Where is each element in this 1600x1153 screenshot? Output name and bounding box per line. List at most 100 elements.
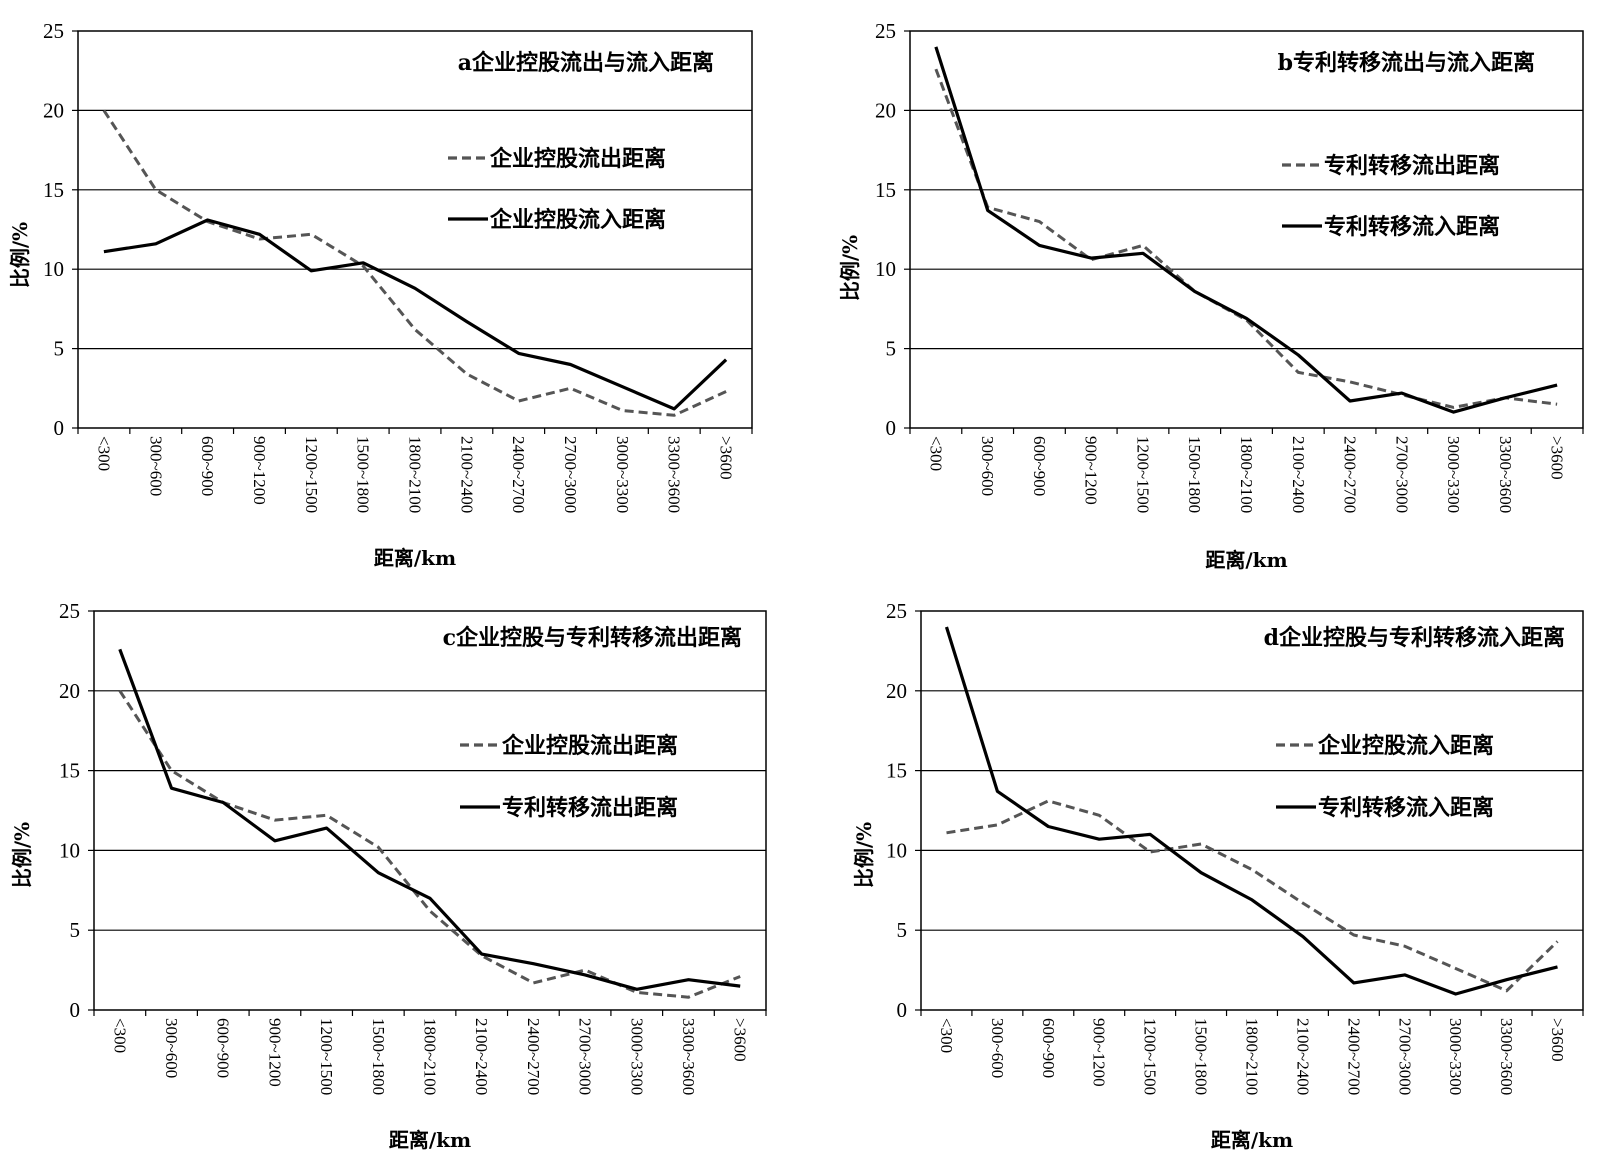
- x-tick-label: 3300~3600: [1496, 436, 1515, 513]
- y-axis-label: 比例/%: [838, 235, 862, 301]
- series-line-dashed: [934, 68, 1558, 409]
- x-tick-label: 1200~1500: [317, 1018, 336, 1095]
- plot-frame: [920, 610, 1584, 1011]
- x-tick-label: <300: [926, 436, 945, 471]
- chart-title: d企业控股与专利转移流入距离: [1264, 625, 1565, 651]
- y-tick-label: 10: [886, 838, 907, 862]
- y-tick-label: 25: [886, 599, 907, 623]
- x-tick-label: 2700~3000: [561, 436, 580, 513]
- x-tick-label: >3600: [717, 436, 736, 480]
- y-tick-label: 5: [897, 918, 908, 942]
- y-tick-label: 15: [43, 178, 64, 202]
- x-tick-label: 1800~2100: [1237, 436, 1256, 513]
- y-tick-label: 0: [54, 416, 65, 440]
- x-tick-label: 3300~3600: [1497, 1018, 1516, 1095]
- x-tick-label: 1500~1800: [369, 1018, 388, 1095]
- series-line-dashed: [946, 799, 1559, 993]
- x-tick-label: <300: [94, 436, 113, 471]
- x-tick-label: 600~900: [1039, 1018, 1058, 1078]
- y-tick-label: 5: [886, 337, 897, 361]
- chart-title: b专利转移流出与流入距离: [1278, 50, 1535, 76]
- y-tick-label: 15: [886, 759, 907, 783]
- y-tick-label: 20: [886, 679, 907, 703]
- plot-frame: [93, 610, 767, 1011]
- y-tick-label: 10: [875, 257, 896, 281]
- x-tick-label: 2700~3000: [1392, 436, 1411, 513]
- chart-panel-a: 0 5 10 15 20 25 <300 300~600 600~900 900~1200 1200…: [8, 19, 753, 570]
- x-tick-label: 3000~3300: [1444, 436, 1463, 513]
- y-tick-label: 25: [59, 599, 80, 623]
- x-tick-label: 2100~2400: [1289, 436, 1308, 513]
- y-tick-label: 0: [897, 998, 908, 1022]
- x-tick-label: 2400~2700: [524, 1018, 543, 1095]
- series-line-solid: [944, 626, 1558, 996]
- y-tick-label: 10: [43, 257, 64, 281]
- y-tick-label: 10: [59, 838, 80, 862]
- series-line-solid: [934, 46, 1558, 414]
- x-tick-label: >3600: [731, 1018, 750, 1062]
- x-tick-label: 1500~1800: [354, 436, 373, 513]
- y-tick-label: 15: [875, 178, 896, 202]
- x-tick-label: 1200~1500: [1133, 436, 1152, 513]
- legend-label: 专利转移流入距离: [1318, 795, 1494, 821]
- series-line-solid: [103, 218, 728, 411]
- x-tick-label: 1800~2100: [1243, 1018, 1262, 1095]
- chart-title: a企业控股流出与流入距离: [458, 50, 714, 76]
- x-tick-label: >3600: [1548, 1018, 1567, 1062]
- x-tick-label: 2400~2700: [509, 436, 528, 513]
- x-tick-label: <300: [937, 1018, 956, 1053]
- legend-label: 企业控股流出距离: [489, 146, 666, 172]
- x-tick-label: <300: [110, 1018, 129, 1053]
- x-tick-label: 2100~2400: [457, 436, 476, 513]
- plot-frame: [77, 30, 753, 429]
- y-tick-label: 5: [54, 337, 65, 361]
- x-tick-label: 2100~2400: [1293, 1018, 1312, 1095]
- legend-label: 专利转移流入距离: [1324, 214, 1500, 240]
- x-tick-label: 300~600: [988, 1018, 1007, 1078]
- legend-label: 企业控股流入距离: [489, 207, 666, 233]
- x-tick-label: 300~600: [978, 436, 997, 496]
- y-tick-label: 5: [70, 918, 81, 942]
- y-axis-label: 比例/%: [8, 222, 32, 288]
- x-tick-label: 3000~3300: [627, 1018, 646, 1095]
- legend-label: 企业控股流出距离: [501, 733, 678, 759]
- y-axis-label: 比例/%: [10, 822, 34, 888]
- x-tick-label: 3300~3600: [679, 1018, 698, 1095]
- x-tick-label: 1800~2100: [406, 436, 425, 513]
- y-tick-label: 0: [70, 998, 81, 1022]
- x-tick-label: 2400~2700: [1344, 1018, 1363, 1095]
- chart-panel-c: 0 5 10 15 20 25 <300 300~600 600~900 900~1200 1200…: [10, 599, 767, 1152]
- x-tick-label: 2700~3000: [576, 1018, 595, 1095]
- x-tick-label: 300~600: [162, 1018, 181, 1078]
- legend-label: 专利转移流出距离: [502, 795, 678, 821]
- x-tick-label: 1500~1800: [1192, 1018, 1211, 1095]
- x-tick-label: 900~1200: [265, 1018, 284, 1087]
- y-tick-label: 0: [886, 416, 897, 440]
- x-axis-label: 距离/km: [1205, 548, 1287, 572]
- x-tick-label: 2100~2400: [472, 1018, 491, 1095]
- legend-label: 企业控股流入距离: [1317, 733, 1494, 759]
- plot-frame: [909, 30, 1584, 429]
- x-tick-label: 900~1200: [250, 436, 269, 505]
- x-tick-label: 1200~1500: [1141, 1018, 1160, 1095]
- y-tick-label: 25: [43, 19, 64, 43]
- y-tick-label: 15: [59, 759, 80, 783]
- x-tick-label: 2700~3000: [1395, 1018, 1414, 1095]
- x-tick-label: >3600: [1548, 436, 1567, 480]
- y-tick-label: 20: [43, 98, 64, 122]
- x-tick-label: 1800~2100: [421, 1018, 440, 1095]
- legend-label: 专利转移流出距离: [1324, 153, 1500, 179]
- x-tick-label: 900~1200: [1090, 1018, 1109, 1087]
- chart-panel-b: 0 5 10 15 20 25 <300 300~600 600~900 900~1200 1200…: [838, 19, 1584, 572]
- y-tick-label: 20: [59, 679, 80, 703]
- x-tick-label: 3300~3600: [665, 436, 684, 513]
- x-tick-label: 3000~3300: [613, 436, 632, 513]
- x-axis-label: 距离/km: [374, 546, 456, 570]
- chart-panel-d: 0 5 10 15 20 25 <300 300~600 600~900 900~1200 1200…: [852, 599, 1584, 1152]
- x-tick-label: 600~900: [198, 436, 217, 496]
- y-axis-label: 比例/%: [852, 822, 876, 888]
- x-axis-label: 距离/km: [389, 1128, 471, 1152]
- x-tick-label: 1500~1800: [1185, 436, 1204, 513]
- y-tick-label: 20: [875, 98, 896, 122]
